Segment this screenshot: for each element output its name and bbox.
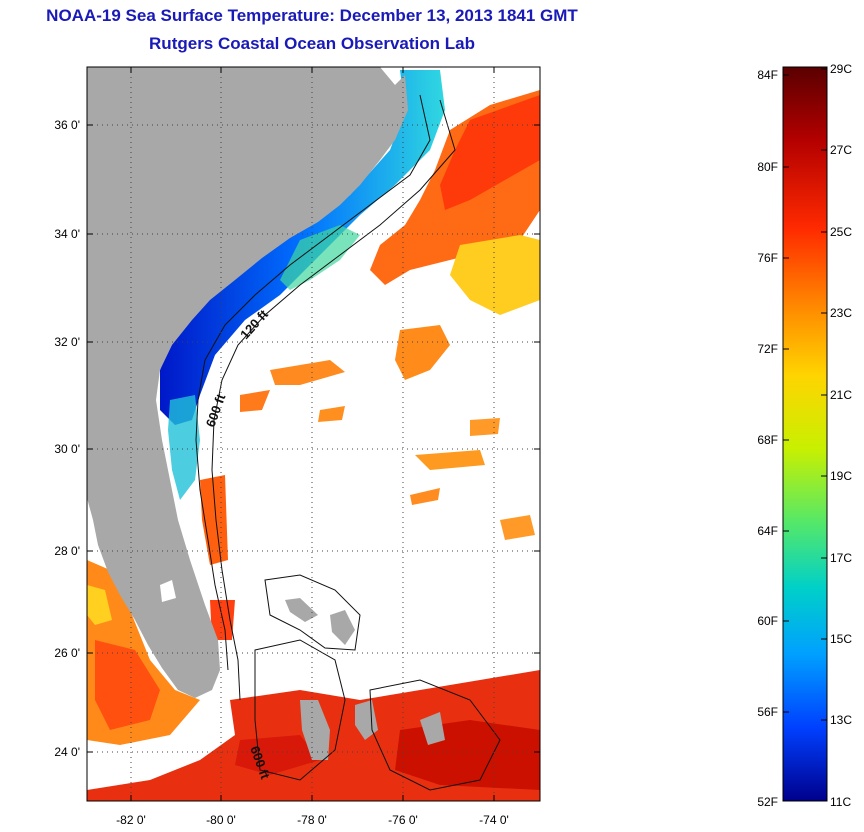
land-bahamas bbox=[420, 712, 445, 745]
cb-c-label: 19C bbox=[830, 469, 852, 483]
cb-f-label: 64F bbox=[757, 524, 778, 538]
gulf-stream-core bbox=[440, 95, 540, 210]
colorbar: 84F 80F 76F 72F 68F 64F 60F 56F 52F 29C … bbox=[757, 62, 852, 809]
colorbar-ticks bbox=[783, 68, 827, 721]
cb-c-label: 27C bbox=[830, 143, 852, 157]
lat-label: 26 0' bbox=[54, 646, 80, 660]
map-area: 120 ft 600 ft 600 ft bbox=[87, 67, 540, 801]
lake-okeechobee bbox=[160, 580, 176, 602]
map-title: NOAA-19 Sea Surface Temperature: Decembe… bbox=[46, 6, 578, 25]
orange-patch bbox=[470, 418, 500, 436]
lon-label: -80 0' bbox=[206, 813, 236, 827]
orange-patch bbox=[240, 390, 270, 412]
land-bahamas bbox=[300, 700, 330, 760]
lat-label: 36 0' bbox=[54, 118, 80, 132]
gulf-warm-core bbox=[95, 640, 160, 730]
contour-bahamas bbox=[254, 639, 346, 781]
colorbar-celsius-labels: 29C 27C 25C 23C 21C 19C 17C 15C 13C 11C bbox=[830, 62, 852, 809]
cool-water-band bbox=[168, 395, 200, 500]
cb-c-label: 13C bbox=[830, 713, 852, 727]
lon-label: -74 0' bbox=[479, 813, 509, 827]
southern-deep-red bbox=[235, 735, 320, 775]
cb-f-label: 60F bbox=[757, 614, 778, 628]
cb-c-label: 29C bbox=[830, 62, 852, 76]
colorbar-fahrenheit-labels: 84F 80F 76F 72F 68F 64F 60F 56F 52F bbox=[757, 68, 778, 809]
map-frame bbox=[86, 66, 541, 802]
cb-f-label: 84F bbox=[757, 68, 778, 82]
cb-c-label: 23C bbox=[830, 306, 852, 320]
cb-c-label: 21C bbox=[830, 388, 852, 402]
latitude-labels: 36 0' 34 0' 32 0' 30 0' 28 0' 26 0' 24 0… bbox=[54, 118, 80, 759]
cb-f-label: 56F bbox=[757, 705, 778, 719]
cb-c-label: 17C bbox=[830, 551, 852, 565]
cb-c-label: 25C bbox=[830, 225, 852, 239]
lat-label: 30 0' bbox=[54, 442, 80, 456]
axis-ticks bbox=[87, 67, 540, 801]
lat-label: 28 0' bbox=[54, 544, 80, 558]
cb-c-label: 15C bbox=[830, 632, 852, 646]
longitude-labels: -82 0' -80 0' -78 0' -76 0' -74 0' bbox=[116, 813, 509, 827]
cb-f-label: 68F bbox=[757, 433, 778, 447]
contour-600ft bbox=[211, 99, 456, 701]
cb-f-label: 52F bbox=[757, 795, 778, 809]
orange-patch bbox=[415, 450, 485, 470]
lon-label: -78 0' bbox=[297, 813, 327, 827]
orange-patch bbox=[500, 515, 535, 540]
cb-f-label: 80F bbox=[757, 160, 778, 174]
contour-120ft bbox=[195, 94, 431, 671]
lat-label: 34 0' bbox=[54, 227, 80, 241]
land-bahamas bbox=[285, 598, 318, 622]
cb-c-label: 11C bbox=[830, 795, 851, 809]
map-grid bbox=[87, 67, 540, 801]
orange-patch bbox=[410, 488, 440, 505]
contour-bahamas bbox=[369, 679, 501, 791]
cyan-water-band bbox=[280, 225, 360, 290]
colorbar-gradient bbox=[782, 66, 828, 802]
contour-bahamas bbox=[264, 574, 361, 651]
land-southeast-us bbox=[87, 67, 408, 698]
lon-label: -82 0' bbox=[116, 813, 146, 827]
map-subtitle: Rutgers Coastal Ocean Observation Lab bbox=[149, 34, 475, 53]
lat-label: 24 0' bbox=[54, 745, 80, 759]
orange-patch bbox=[318, 406, 345, 422]
land-bahamas bbox=[330, 610, 355, 645]
lat-label: 32 0' bbox=[54, 335, 80, 349]
yellow-patch bbox=[450, 235, 540, 315]
orange-patch bbox=[270, 360, 345, 385]
cb-f-label: 76F bbox=[757, 251, 778, 265]
orange-patch bbox=[395, 325, 450, 380]
lon-label: -76 0' bbox=[388, 813, 418, 827]
gulf-yellow-edge bbox=[87, 585, 112, 625]
cb-f-label: 72F bbox=[757, 342, 778, 356]
